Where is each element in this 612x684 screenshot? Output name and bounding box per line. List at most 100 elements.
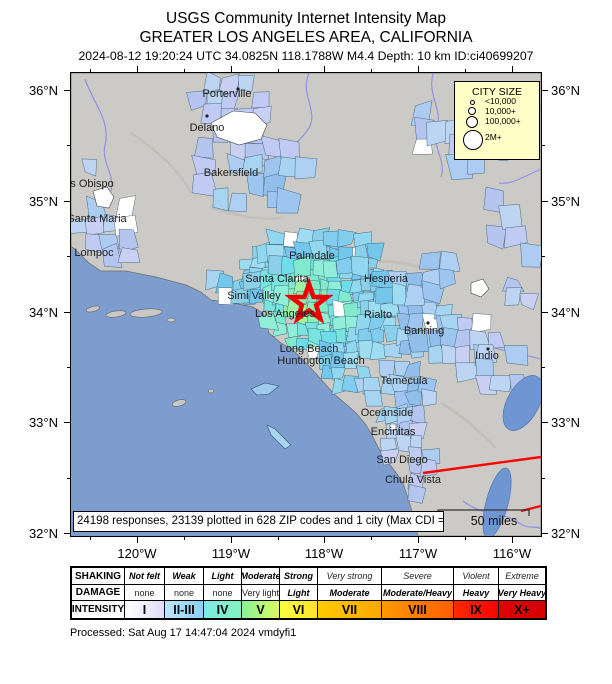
city-size-label: 100,000+ — [485, 116, 521, 126]
response-status-text: 24198 responses, 23139 plotted in 628 ZI… — [77, 515, 444, 527]
damage-cell: none — [165, 585, 204, 601]
damage-cell: Moderate — [318, 585, 382, 601]
axis-tick — [184, 68, 185, 72]
damage-cell: none — [204, 585, 242, 601]
city-label: Bakersfield — [203, 167, 259, 179]
axis-tick — [278, 536, 279, 540]
axis-tick — [231, 66, 232, 72]
axis-label: 35°N — [28, 194, 58, 209]
shaking-cell: Violent — [454, 568, 499, 585]
map-frame: Porterville Delano Bakersfield s Obispo Sant… — [70, 72, 542, 537]
city-size-circle-xlarge — [463, 130, 483, 150]
intensity-cell: IX — [454, 601, 499, 618]
processed-timestamp: Processed: Sat Aug 17 14:47:04 2024 vmdy… — [70, 627, 297, 639]
table-row-header: INTENSITY — [72, 601, 125, 618]
intensity-cell: IV — [204, 601, 242, 618]
axis-label: 119°W — [211, 546, 251, 561]
city-size-label: 10,000+ — [485, 106, 516, 116]
axis-tick — [541, 367, 545, 368]
no-data-polygon — [210, 110, 268, 146]
axis-tick — [231, 536, 232, 543]
city-label: Huntington Beach — [277, 355, 365, 367]
axis-tick — [66, 478, 70, 479]
intensity-legend-table: SHAKING Not felt Weak Light Moderate Strong Ve… — [70, 566, 547, 620]
axis-tick — [278, 68, 279, 72]
city-label: Simi Valley — [227, 290, 281, 302]
axis-label: 36°N — [551, 83, 581, 98]
damage-cell: Light — [280, 585, 318, 601]
shaking-cell: Moderate — [242, 568, 280, 585]
terrain-ridge — [130, 131, 193, 194]
city-size-circle-medium — [468, 107, 476, 115]
city-size-legend-title: CITY SIZE — [472, 86, 522, 98]
axis-tick — [512, 66, 513, 72]
axis-tick — [541, 422, 548, 423]
intensity-cell: V — [242, 601, 280, 618]
intensity-cell: VIII — [382, 601, 454, 618]
terrain-ridge — [440, 401, 498, 450]
city-dot — [486, 347, 490, 351]
shaking-cell: Light — [204, 568, 242, 585]
axis-tick — [541, 90, 548, 91]
island-catalina — [250, 382, 280, 396]
city-label: Hesperia — [363, 273, 409, 285]
city-label: Porterville — [202, 88, 252, 100]
axis-tick — [465, 536, 466, 540]
intensity-cell: X+ — [499, 601, 545, 618]
city-label: Santa Maria — [70, 213, 127, 225]
axis-tick — [512, 536, 513, 543]
intensity-cell: II-III — [165, 601, 204, 618]
state-border-line — [422, 455, 541, 475]
axis-label: 32°N — [28, 526, 58, 541]
city-size-legend: CITY SIZE <10,000 10,000+ 100,000+ 2M+ — [454, 81, 540, 160]
city-label: Rialto — [363, 309, 393, 321]
intensity-cell: I — [125, 601, 165, 618]
island — [166, 317, 176, 323]
axis-label: 116°W — [492, 546, 532, 561]
city-label: s Obispo — [70, 178, 114, 190]
region-subtitle: GREATER LOS ANGELES AREA, CALIFORNIA — [139, 29, 473, 46]
shaking-cell: Severe — [382, 568, 454, 585]
city-dot — [426, 321, 430, 325]
no-data-polygon — [470, 278, 490, 298]
island — [171, 399, 187, 407]
no-data-polygon — [389, 423, 397, 431]
island — [85, 305, 101, 313]
city-label: Banning — [403, 325, 445, 337]
epicenter-star — [284, 277, 334, 325]
axis-label: 35°N — [551, 194, 581, 209]
axis-tick — [66, 367, 70, 368]
damage-cell: none — [125, 585, 165, 601]
axis-tick — [64, 422, 70, 423]
table-row-header: SHAKING — [72, 568, 125, 585]
axis-tick — [324, 66, 325, 72]
axis-label: 34°N — [28, 305, 58, 320]
city-label: Chula Vista — [384, 474, 442, 486]
city-label: Santa Clarita — [245, 273, 309, 285]
shaking-cell: Extreme — [499, 568, 545, 585]
axis-tick — [418, 66, 419, 72]
axis-tick — [137, 536, 138, 543]
island-san-clemente — [266, 424, 292, 450]
axis-tick — [184, 536, 185, 540]
response-status-box: 24198 responses, 23139 plotted in 628 ZI… — [73, 511, 444, 532]
intensity-cell: VI — [280, 601, 318, 618]
axis-label: 34°N — [551, 305, 581, 320]
axis-tick — [64, 533, 70, 534]
axis-label: 33°N — [551, 415, 581, 430]
city-label: Delano — [189, 122, 225, 134]
axis-tick — [541, 478, 545, 479]
axis-tick — [64, 201, 70, 202]
city-label: Encinitas — [370, 426, 416, 438]
axis-tick — [465, 68, 466, 72]
axis-tick — [66, 256, 70, 257]
axis-label: 36°N — [28, 83, 58, 98]
shaking-cell: Weak — [165, 568, 204, 585]
city-size-circle-small — [470, 100, 475, 105]
city-size-label: 2M+ — [485, 132, 502, 142]
island — [208, 388, 214, 394]
city-size-circle-large — [466, 116, 478, 128]
city-label: Oceanside — [360, 407, 414, 419]
table-row-header: DAMAGE — [72, 585, 125, 601]
